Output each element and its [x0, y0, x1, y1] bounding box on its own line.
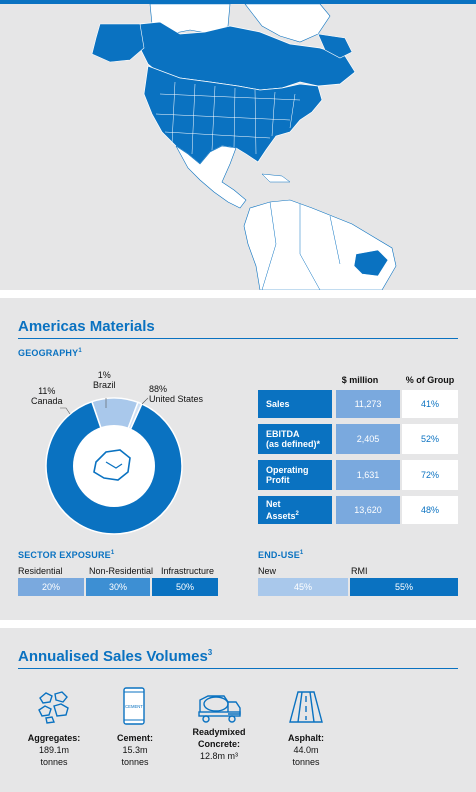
- end-use-label-rmi: RMI: [351, 566, 368, 576]
- sector-bar-residential: 20%: [18, 578, 84, 596]
- top-accent-line: [0, 0, 476, 4]
- sector-exposure-heading: SECTOR EXPOSURE1: [18, 550, 115, 560]
- asphalt-road-icon: [289, 691, 323, 723]
- state-borders: [155, 81, 301, 155]
- greenland-region: [244, 4, 331, 43]
- sector-bar-non-residential: 30%: [86, 578, 150, 596]
- sector-label-infrastructure: Infrastructure: [161, 566, 215, 576]
- donut-hole: [73, 425, 155, 507]
- end-use-bar-new: 45%: [258, 578, 348, 596]
- row-label-net-assets: Net Assets2: [258, 496, 332, 524]
- row-pct-operating-profit: 72%: [402, 460, 458, 490]
- geography-donut: [45, 397, 183, 535]
- americas-map: [0, 4, 476, 290]
- end-use-bar-rmi: 55%: [350, 578, 458, 596]
- concrete-mixer-icon: [198, 695, 241, 723]
- volume-readymixed-concrete: Readymixed Concrete: 12.8m m³: [192, 727, 246, 761]
- table-header-million: $ million: [341, 375, 379, 385]
- map-svg: [91, 4, 397, 290]
- end-use-label-new: New: [258, 566, 277, 576]
- cement-bag-icon: CEMENT: [123, 687, 145, 725]
- section-divider: [0, 290, 476, 298]
- row-label-ebitda: EBITDA (as defined)*: [258, 424, 332, 454]
- end-use-heading: END-USE1: [258, 550, 304, 560]
- row-value-ebitda: 2,405: [336, 424, 400, 454]
- sales-volumes-panel: Annualised Sales Volumes3 CEMENT Aggrega…: [0, 628, 476, 792]
- sector-label-residential: Residential: [18, 566, 63, 576]
- geography-heading: GEOGRAPHY1: [18, 348, 82, 358]
- mexico-region: [175, 145, 247, 209]
- section-divider-2: [0, 620, 476, 628]
- volumes-rule: [18, 668, 458, 669]
- country-borders: [261, 201, 341, 290]
- row-pct-sales: 41%: [402, 390, 458, 418]
- sector-bar-infrastructure: 50%: [152, 578, 218, 596]
- row-pct-net-assets: 48%: [402, 496, 458, 524]
- brazil-operations-region: [353, 249, 389, 277]
- caribbean-islands: [261, 173, 291, 183]
- donut-leader-lines: [60, 397, 149, 415]
- americas-outline-detail: [105, 461, 123, 469]
- volume-asphalt: Asphalt: 44.0m tonnes: [288, 733, 324, 767]
- americas-materials-panel: Americas Materials GEOGRAPHY1 11% Canada …: [0, 298, 476, 620]
- donut-label-united-states: 88% United States: [149, 384, 204, 404]
- section-rule: [18, 338, 458, 339]
- row-pct-ebitda: 52%: [402, 424, 458, 454]
- row-label-operating-profit: Operating Profit: [258, 460, 332, 490]
- sector-label-non-residential: Non-Residential: [89, 566, 154, 576]
- americas-outline-icon: [93, 449, 131, 481]
- volumes-title: Annualised Sales Volumes3: [18, 648, 213, 665]
- donut-label-brazil: 1% Brazil: [93, 370, 116, 390]
- row-label-sales: Sales: [258, 390, 332, 418]
- donut-label-canada: 11% Canada: [31, 386, 63, 406]
- canada-islands: [317, 33, 353, 59]
- alaska-region: [91, 23, 145, 63]
- volume-aggregates: Aggregates: 189.1m tonnes: [27, 733, 81, 767]
- row-value-sales: 11,273: [336, 390, 400, 418]
- cement-bag-text: CEMENT: [125, 704, 143, 709]
- row-value-net-assets: 13,620: [336, 496, 400, 524]
- south-america-region: [243, 199, 397, 290]
- section-title: Americas Materials: [18, 318, 155, 335]
- volume-cement: Cement: 15.3m tonnes: [116, 733, 153, 767]
- aggregates-icon: [38, 691, 69, 724]
- table-header-pct-group: % of Group: [405, 375, 455, 385]
- row-value-operating-profit: 1,631: [336, 460, 400, 490]
